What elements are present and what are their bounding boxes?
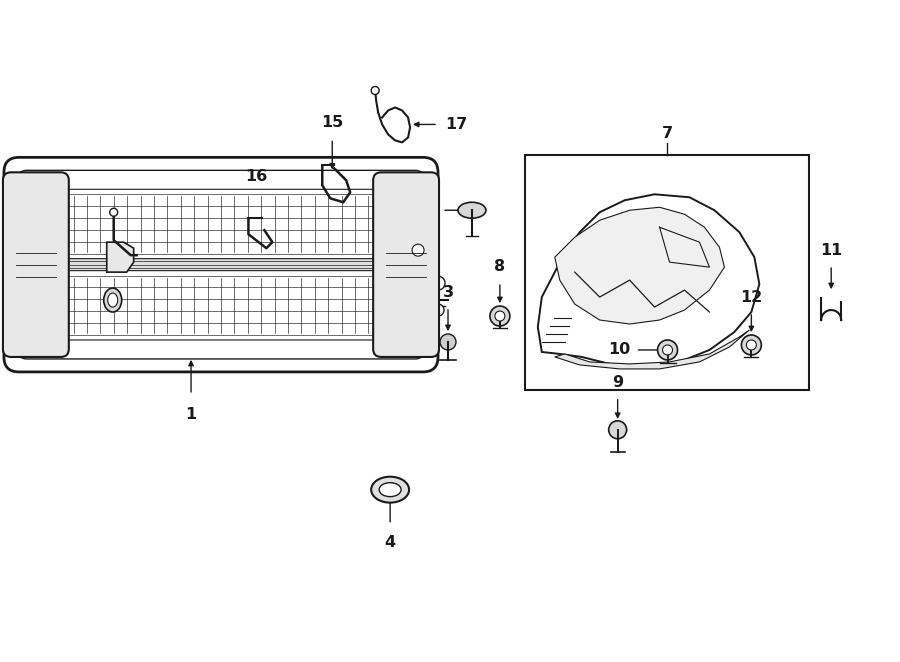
Circle shape [371,87,379,95]
Ellipse shape [371,477,410,502]
Text: 3: 3 [443,285,454,300]
Ellipse shape [104,288,122,312]
Bar [44,256,398,273]
Circle shape [412,244,424,256]
Bar [525,156,809,390]
Text: 7: 7 [662,126,672,141]
Text: 6: 6 [372,243,383,258]
Circle shape [495,311,505,321]
Text: 14: 14 [61,222,84,238]
Circle shape [432,304,444,316]
Ellipse shape [108,293,118,307]
FancyBboxPatch shape [42,189,401,259]
Polygon shape [107,242,134,272]
FancyBboxPatch shape [42,271,401,340]
Circle shape [658,340,678,360]
Polygon shape [554,330,750,369]
Polygon shape [538,194,760,367]
Text: 8: 8 [494,259,506,274]
FancyBboxPatch shape [3,172,68,357]
Ellipse shape [458,203,486,218]
Text: 15: 15 [321,115,344,130]
Text: 16: 16 [246,169,267,184]
Text: 9: 9 [612,375,623,390]
Circle shape [406,238,430,262]
Circle shape [490,306,510,326]
FancyBboxPatch shape [374,172,439,357]
Text: 10: 10 [608,342,631,357]
Polygon shape [554,207,724,324]
Circle shape [608,421,626,439]
FancyBboxPatch shape [17,170,425,359]
Circle shape [431,276,445,290]
Ellipse shape [379,483,401,496]
Text: 5: 5 [426,203,437,218]
Text: 1: 1 [185,407,196,422]
Circle shape [746,340,756,350]
Text: 11: 11 [820,243,842,258]
FancyBboxPatch shape [4,158,438,372]
Text: 4: 4 [384,535,396,549]
Text: 12: 12 [740,290,762,305]
Text: 17: 17 [445,117,467,132]
Circle shape [662,345,672,355]
Text: 13: 13 [58,293,80,308]
Text: 2: 2 [394,285,405,300]
Circle shape [742,335,761,355]
Circle shape [440,334,456,350]
Circle shape [110,209,118,216]
